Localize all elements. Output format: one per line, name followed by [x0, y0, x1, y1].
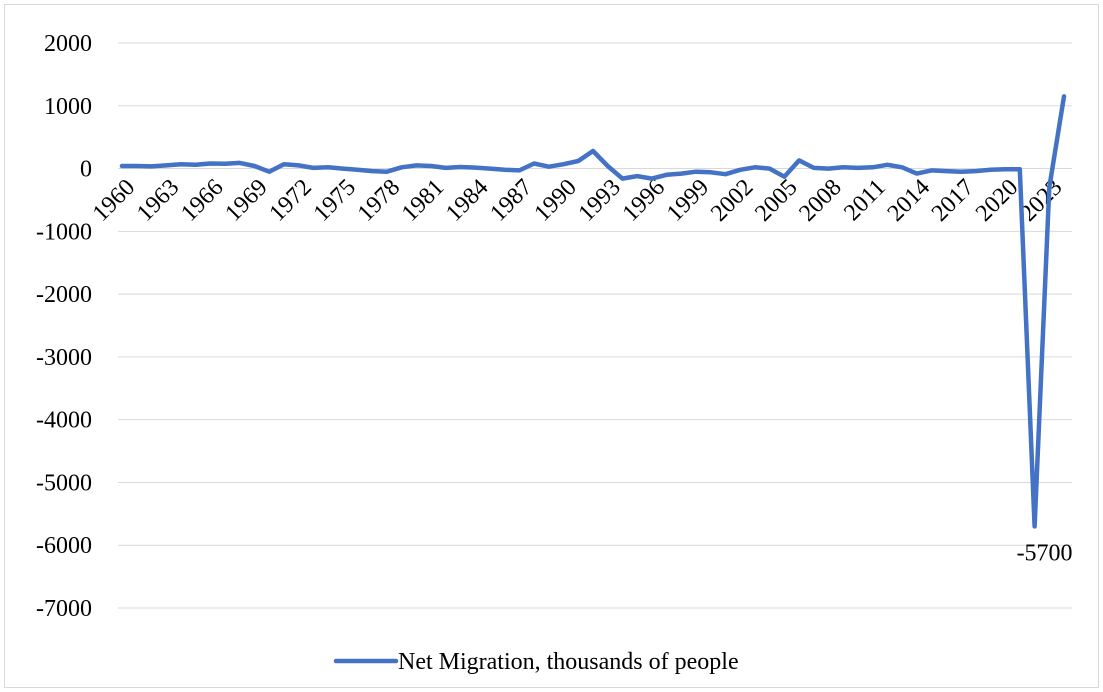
- x-tick-label: 1969: [220, 174, 272, 226]
- x-tick-label: 1966: [176, 174, 228, 226]
- x-tick-label: 2014: [883, 174, 935, 226]
- series-lines: [119, 94, 1067, 529]
- x-tick-label: 2008: [794, 174, 846, 226]
- gridlines: [118, 42, 1072, 609]
- y-tick-label: -1000: [36, 219, 92, 245]
- x-tick-label: 1972: [265, 174, 317, 226]
- y-tick-label: -5000: [36, 470, 92, 496]
- x-tick-label: 2005: [750, 174, 802, 226]
- x-tick-label: 1996: [618, 174, 670, 226]
- x-tick-label: 2002: [706, 174, 758, 226]
- series-line-net-migration: [119, 94, 1067, 529]
- x-tick-label: 1960: [88, 174, 140, 226]
- legend-label: Net Migration, thousands of people: [398, 649, 739, 675]
- x-tick-label: 2017: [927, 174, 979, 226]
- y-tick-label: 2000: [44, 31, 92, 57]
- x-tick-label: 1999: [662, 174, 714, 226]
- x-tick-label: 1993: [574, 174, 626, 226]
- data-labels: -5700: [1017, 540, 1073, 566]
- x-tick-label: 1978: [353, 174, 405, 226]
- x-tick-label: 2011: [839, 174, 891, 226]
- y-axis-tick-labels: 2000 1000 0 -1000 -2000 -3000 -4000 -5000 -6000 -…: [36, 31, 92, 622]
- data-label-min: -5700: [1017, 540, 1073, 566]
- x-axis-tick-labels: 1960196319661969197219751978198119841987…: [88, 174, 1068, 226]
- x-tick-label: 1981: [397, 174, 449, 226]
- y-tick-label: 0: [80, 157, 92, 183]
- legend: Net Migration, thousands of people: [333, 649, 739, 675]
- x-tick-label: 1975: [309, 174, 361, 226]
- y-tick-label: -7000: [36, 596, 92, 622]
- x-tick-label: 1990: [529, 174, 581, 226]
- x-tick-label: 1984: [441, 174, 493, 226]
- y-tick-label: -3000: [36, 345, 92, 371]
- y-tick-label: 1000: [44, 94, 92, 120]
- x-tick-label: 1963: [132, 174, 184, 226]
- y-tick-label: -6000: [36, 533, 92, 559]
- x-tick-label: 1987: [485, 174, 537, 226]
- x-tick-label: 2020: [971, 174, 1023, 226]
- chart-frame: [4, 4, 1099, 688]
- y-tick-label: -4000: [36, 408, 92, 434]
- y-tick-label: -2000: [36, 282, 92, 308]
